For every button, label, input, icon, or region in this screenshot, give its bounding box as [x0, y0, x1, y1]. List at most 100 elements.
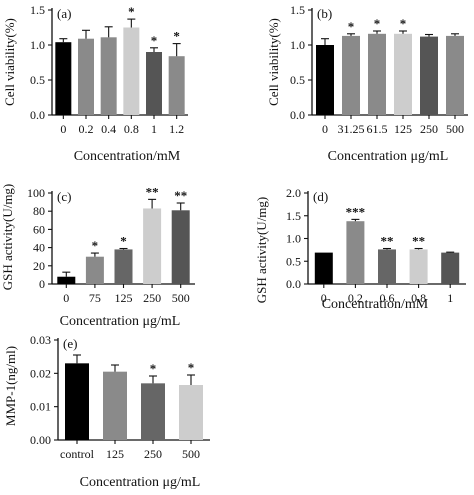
y-tick-label: 0: [39, 277, 45, 291]
y-tick-label: 1.5: [290, 3, 305, 17]
bar: [342, 35, 360, 115]
y-tick-label: 2.0: [286, 186, 301, 200]
panel-1: 0.0 0.5 1.0 1.5 0 * 31.25 * 61.5 * 125 250 500 (b) Con…: [266, 3, 468, 164]
x-tick-label: 125: [394, 122, 412, 136]
bar: [179, 385, 203, 440]
x-tick-label: 75: [89, 291, 101, 305]
significance-star: ***: [346, 204, 366, 219]
bar: [78, 38, 94, 116]
x-tick-label: control: [60, 447, 95, 461]
bar: [368, 33, 386, 115]
x-tick-label: 1.2: [169, 122, 184, 136]
y-axis-title: Cell viability(%): [266, 18, 281, 106]
y-tick-label: 60: [33, 222, 45, 236]
significance-star: **: [412, 234, 425, 249]
x-tick-label: 250: [143, 291, 161, 305]
y-tick-label: 0.0: [286, 277, 301, 291]
y-tick-label: 1.0: [290, 38, 305, 52]
bar: [85, 256, 104, 284]
x-tick-label: 125: [106, 447, 124, 461]
bar: [394, 33, 412, 115]
bar: [316, 45, 334, 115]
significance-star: *: [150, 361, 157, 376]
x-tick-label: 0: [63, 291, 69, 305]
bar: [100, 37, 117, 115]
significance-star: **: [146, 184, 159, 199]
panel-4: 0.00 0.01 0.02 0.03 control 125 * 250 * 500 (e) Con…: [3, 333, 210, 490]
bar: [114, 249, 133, 284]
panel-0: 0.0 0.5 1.0 1.5 0 0.2 0.4 * 0.8 * 1 * 1.2 (a) Concentr…: [2, 3, 188, 164]
bar: [103, 371, 127, 440]
x-axis-title: Concentration μg/mL: [80, 475, 201, 490]
y-tick-label: 1.5: [30, 3, 45, 17]
significance-star: **: [381, 234, 394, 249]
y-tick-label: 0.0: [290, 108, 305, 122]
bar: [55, 42, 72, 116]
significance-star: *: [173, 29, 180, 44]
panel-label: (c): [57, 189, 71, 204]
bar: [146, 52, 162, 115]
x-tick-label: 500: [182, 447, 200, 461]
x-tick-label: 500: [446, 122, 464, 136]
bar: [446, 35, 464, 115]
x-tick-label: 0.2: [348, 291, 363, 305]
x-tick-label: 0.2: [79, 122, 94, 136]
y-tick-label: 0.5: [290, 73, 305, 87]
significance-star: *: [400, 16, 407, 31]
panel-label: (e): [63, 336, 77, 351]
bar: [314, 252, 333, 284]
x-tick-label: 0.8: [411, 291, 426, 305]
x-axis-title: Concentration/mM: [74, 149, 181, 164]
significance-star: *: [128, 4, 135, 19]
y-axis-title: GSH activity(U/mg): [0, 184, 15, 291]
x-axis-title: Concentration/mM: [322, 297, 429, 312]
x-tick-label: 1: [447, 291, 453, 305]
x-tick-label: 250: [144, 447, 162, 461]
bar: [420, 36, 438, 115]
y-tick-label: 100: [27, 186, 45, 200]
y-axis-title: GSH activity(U/mg): [254, 197, 269, 304]
bar: [409, 249, 428, 284]
y-axis-title: MMP-1(ng/ml): [3, 346, 18, 426]
panel-3: 0.0 0.5 1.0 1.5 2.0 0 *** 0.2 ** 0.6 ** 0.8 1 (d) Conc…: [254, 186, 466, 312]
significance-star: *: [151, 33, 158, 48]
bar: [168, 56, 185, 115]
significance-star: *: [188, 360, 195, 375]
x-tick-label: 0.8: [124, 122, 139, 136]
bar: [65, 363, 89, 440]
x-tick-label: 0: [322, 122, 328, 136]
bar: [143, 208, 162, 284]
significance-star: *: [92, 238, 99, 253]
x-tick-label: 0: [321, 291, 327, 305]
bar: [346, 221, 365, 284]
x-tick-label: 31.25: [338, 122, 365, 136]
x-tick-label: 250: [420, 122, 438, 136]
panel-2: 0 20 40 60 80 100 0 * 75 * 125 ** 250 ** 500 (c) Concent…: [0, 184, 195, 329]
y-tick-label: 20: [33, 259, 45, 273]
y-tick-label: 80: [33, 204, 45, 218]
bar: [441, 252, 460, 284]
y-tick-label: 0.0: [30, 108, 45, 122]
x-tick-label: 1: [151, 122, 157, 136]
y-tick-label: 0.02: [30, 366, 51, 380]
x-tick-label: 125: [115, 291, 133, 305]
y-tick-label: 1.5: [286, 209, 301, 223]
y-tick-label: 0.00: [30, 433, 51, 447]
panel-label: (d): [313, 189, 328, 204]
significance-star: *: [120, 234, 127, 249]
x-tick-label: 61.5: [367, 122, 388, 136]
bar: [171, 210, 190, 284]
y-tick-label: 1.0: [286, 232, 301, 246]
significance-star: *: [348, 19, 355, 34]
y-tick-label: 0.01: [30, 400, 51, 414]
x-axis-title: Concentration μg/mL: [328, 149, 449, 164]
bar: [378, 249, 396, 284]
x-tick-label: 0.4: [101, 122, 116, 136]
x-axis-title: Concentration μg/mL: [60, 314, 181, 329]
y-tick-label: 0.5: [30, 73, 45, 87]
y-tick-label: 1.0: [30, 38, 45, 52]
y-axis-title: Cell viability(%): [2, 18, 17, 106]
bar: [123, 27, 140, 115]
x-tick-label: 500: [172, 291, 190, 305]
bar: [141, 383, 165, 440]
